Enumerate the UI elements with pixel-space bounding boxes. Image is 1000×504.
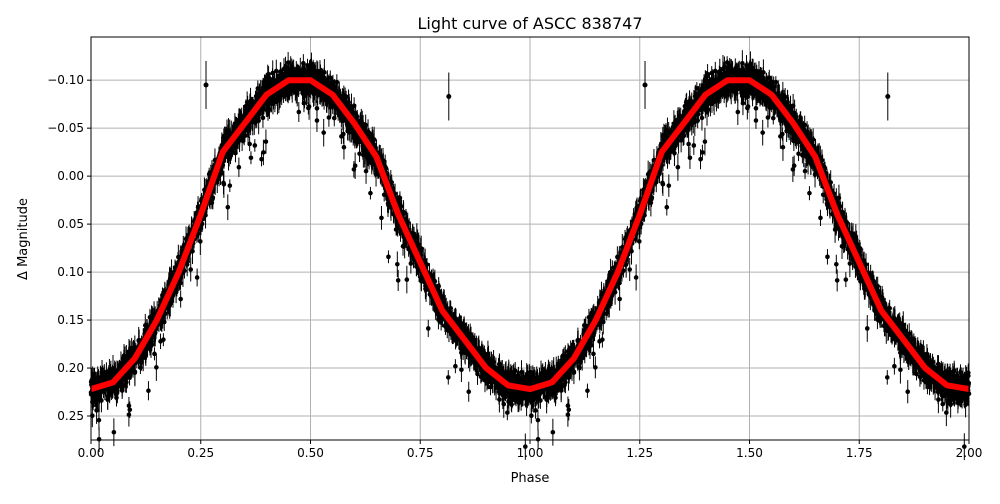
data-point	[395, 262, 400, 267]
data-point	[453, 364, 458, 369]
data-point	[446, 375, 451, 380]
data-point	[249, 155, 254, 160]
data-point	[585, 388, 590, 393]
data-point	[253, 143, 258, 148]
data-point	[529, 413, 534, 418]
data-point	[566, 407, 571, 412]
data-point	[178, 297, 183, 302]
data-point	[634, 275, 639, 280]
data-point	[195, 275, 200, 280]
data-point	[803, 169, 808, 174]
data-point	[188, 267, 193, 272]
data-point	[892, 364, 897, 369]
data-point	[146, 388, 151, 393]
data-point	[807, 191, 812, 196]
data-point	[944, 410, 949, 415]
data-point	[781, 145, 786, 150]
data-point	[617, 297, 622, 302]
data-point	[692, 143, 697, 148]
data-point	[353, 163, 358, 168]
data-point	[834, 262, 839, 267]
data-point	[315, 118, 320, 123]
data-point	[792, 163, 797, 168]
chart-title: Light curve of ASCC 838747	[417, 14, 642, 33]
data-point	[505, 410, 510, 415]
data-point	[885, 375, 890, 380]
data-point	[154, 365, 159, 370]
data-point	[274, 69, 279, 74]
data-point	[368, 191, 373, 196]
data-point	[627, 267, 632, 272]
data-point	[342, 145, 347, 150]
data-point	[127, 407, 132, 412]
